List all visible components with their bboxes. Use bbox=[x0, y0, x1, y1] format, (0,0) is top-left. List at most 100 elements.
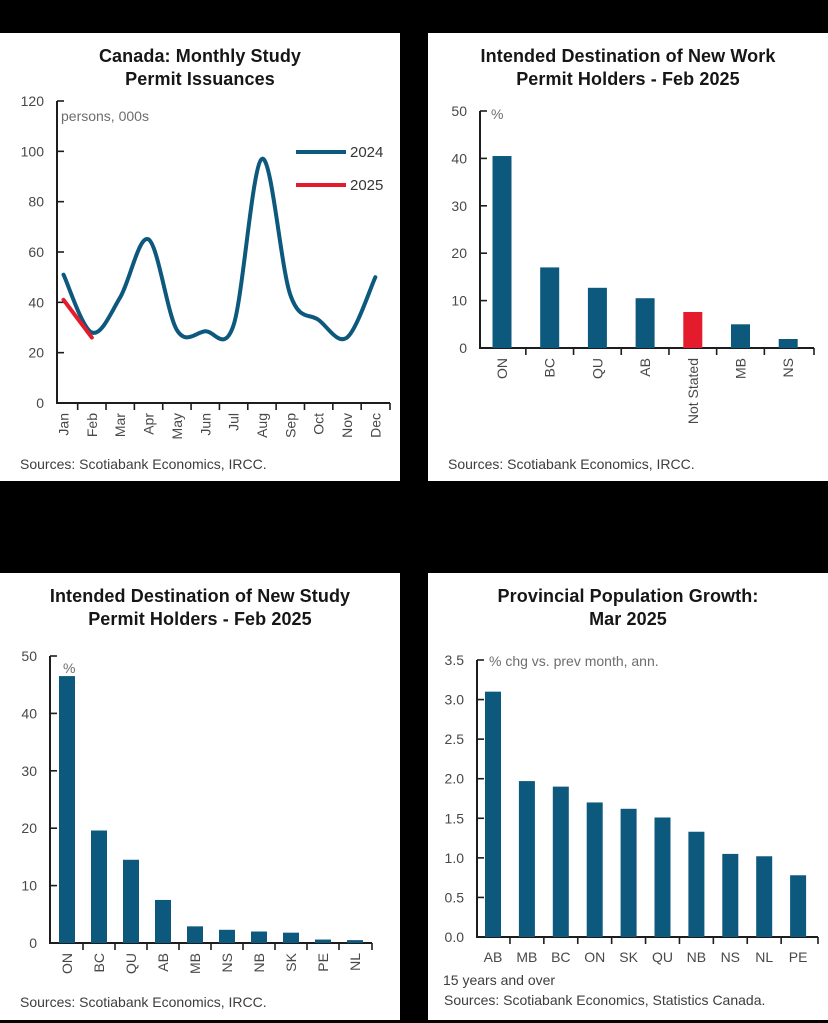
x-category-label: PE bbox=[789, 949, 808, 965]
y-tick-label: 1.0 bbox=[445, 850, 465, 866]
bar-PE bbox=[315, 939, 331, 943]
y-tick-label: 2.0 bbox=[445, 771, 465, 787]
series-line-2025 bbox=[61, 297, 94, 340]
x-category-label: BC bbox=[542, 358, 558, 377]
series-line-2024 bbox=[61, 156, 378, 342]
x-category-label: Jul bbox=[226, 413, 242, 431]
y-tick-label: 0 bbox=[36, 395, 44, 411]
y-tick-label: 0 bbox=[459, 340, 467, 356]
bar-SK bbox=[620, 808, 637, 937]
x-category-label: NL bbox=[755, 949, 773, 965]
x-category-label: Oct bbox=[311, 413, 327, 435]
bar-MB bbox=[187, 926, 203, 943]
source-note: Sources: Scotiabank Economics, IRCC. bbox=[448, 456, 695, 472]
chart-title-line1: Provincial Population Growth: bbox=[497, 586, 759, 606]
x-category-label: MB bbox=[516, 949, 537, 965]
chart-title: Intended Destination of New Work Permit H… bbox=[428, 33, 828, 91]
x-category-label: QU bbox=[589, 358, 605, 379]
bar-MB bbox=[731, 324, 750, 348]
chart-title: Provincial Population Growth: Mar 2025 bbox=[428, 573, 828, 631]
x-category-label: QU bbox=[123, 953, 139, 974]
x-category-label: Nov bbox=[339, 413, 355, 438]
chart-title: Intended Destination of New Study Permit … bbox=[0, 573, 400, 631]
study-permit-bar-chart: 0 10 20 30 40 50% ON BC QU AB MB NS NB SK PE NL bbox=[21, 648, 373, 974]
y-tick-label: 50 bbox=[21, 648, 37, 664]
study-permit-line-chart: 0 20 40 60 80 100 120 persons, 000s Jan Feb Mar Apr… bbox=[21, 93, 391, 439]
unit-label: % chg vs. prev month, ann. bbox=[489, 653, 659, 669]
bar-MB bbox=[518, 781, 535, 937]
x-category-label: NS bbox=[780, 358, 796, 377]
y-tick-label: 3.0 bbox=[445, 692, 465, 708]
y-tick-label: 1.5 bbox=[445, 810, 465, 826]
x-category-label: Not Stated bbox=[685, 358, 701, 424]
population-growth-bar-chart: 0.0 0.5 1.0 1.5 2.0 2.5 3.0 3.5 % chg vs. prev m… bbox=[445, 652, 819, 965]
y-tick-label: 3.5 bbox=[445, 652, 465, 668]
x-category-label: ON bbox=[494, 358, 510, 379]
unit-label: % bbox=[63, 660, 75, 676]
x-category-label: Jun bbox=[197, 413, 213, 436]
x-category-label: PE bbox=[315, 953, 331, 972]
bar-AB bbox=[155, 899, 171, 943]
y-tick-label: 80 bbox=[28, 194, 44, 210]
x-category-label: NL bbox=[347, 953, 363, 971]
y-tick-label: 40 bbox=[21, 705, 37, 721]
legend-label-2024: 2024 bbox=[350, 144, 383, 161]
x-category-label: NS bbox=[219, 953, 235, 972]
bar-QU bbox=[123, 859, 139, 943]
y-tick-label: 0.0 bbox=[445, 929, 465, 945]
x-category-label: ON bbox=[584, 949, 605, 965]
x-category-label: SK bbox=[283, 952, 299, 971]
bar-ON bbox=[59, 676, 75, 943]
chart-panel-study-permit-destination: Intended Destination of New Study Permit … bbox=[0, 573, 400, 1020]
x-category-label: BC bbox=[551, 949, 570, 965]
x-category-label: Apr bbox=[141, 413, 157, 435]
bar-Not Stated bbox=[683, 311, 703, 348]
unit-label: persons, 000s bbox=[61, 108, 149, 124]
chart-title-line2: Mar 2025 bbox=[589, 609, 667, 630]
bar-AB bbox=[635, 298, 655, 348]
y-tick-label: 20 bbox=[21, 820, 37, 836]
y-tick-label: 10 bbox=[451, 293, 467, 309]
y-tick-label: 10 bbox=[21, 878, 37, 894]
x-category-label: AB bbox=[637, 358, 653, 377]
bar-ON bbox=[586, 802, 603, 937]
x-category-label: Aug bbox=[254, 413, 270, 438]
x-category-label: NB bbox=[687, 949, 706, 965]
legend-label-2025: 2025 bbox=[350, 177, 383, 194]
chart-title-line1: Canada: Monthly Study bbox=[98, 46, 302, 66]
x-category-label: May bbox=[169, 413, 185, 439]
x-category-label: NS bbox=[721, 949, 740, 965]
y-tick-label: 40 bbox=[28, 294, 44, 310]
x-category-label: SK bbox=[619, 949, 638, 965]
bar-NL bbox=[756, 856, 773, 937]
work-permit-bar-chart: 0 10 20 30 40 50 % ON BC QU AB Not Stated MB NS bbox=[451, 103, 815, 424]
chart-title-line1: Intended Destination of New Study bbox=[49, 586, 351, 606]
bar-NS bbox=[778, 338, 798, 348]
chart-footnote: 15 years and over bbox=[443, 972, 556, 988]
x-category-label: AB bbox=[484, 949, 503, 965]
bar-ON bbox=[492, 156, 512, 348]
x-category-label: Feb bbox=[84, 413, 100, 437]
bar-BC bbox=[91, 830, 107, 943]
y-tick-label: 20 bbox=[28, 345, 44, 361]
source-note: Sources: Scotiabank Economics, IRCC. bbox=[20, 456, 267, 472]
x-category-label: Mar bbox=[112, 413, 128, 437]
y-tick-label: 30 bbox=[21, 763, 37, 779]
y-tick-label: 20 bbox=[451, 245, 467, 261]
bar-NB bbox=[251, 931, 267, 943]
x-category-label: NB bbox=[251, 953, 267, 972]
x-category-label: Dec bbox=[367, 413, 383, 438]
x-category-label: Sep bbox=[282, 413, 298, 438]
chart-panel-work-permit-destination: Intended Destination of New Work Permit H… bbox=[428, 33, 828, 481]
y-tick-label: 50 bbox=[451, 103, 467, 119]
x-category-label: Jan bbox=[56, 413, 72, 436]
y-tick-label: 2.5 bbox=[445, 731, 465, 747]
y-tick-label: 100 bbox=[21, 143, 45, 159]
y-tick-label: 40 bbox=[451, 150, 467, 166]
chart-panel-monthly-study-permits: Canada: Monthly Study Permit Issuances 0 2… bbox=[0, 33, 400, 481]
bar-QU bbox=[654, 817, 671, 937]
y-tick-label: 30 bbox=[451, 198, 467, 214]
bar-PE bbox=[790, 875, 807, 937]
x-category-label: QU bbox=[652, 949, 673, 965]
